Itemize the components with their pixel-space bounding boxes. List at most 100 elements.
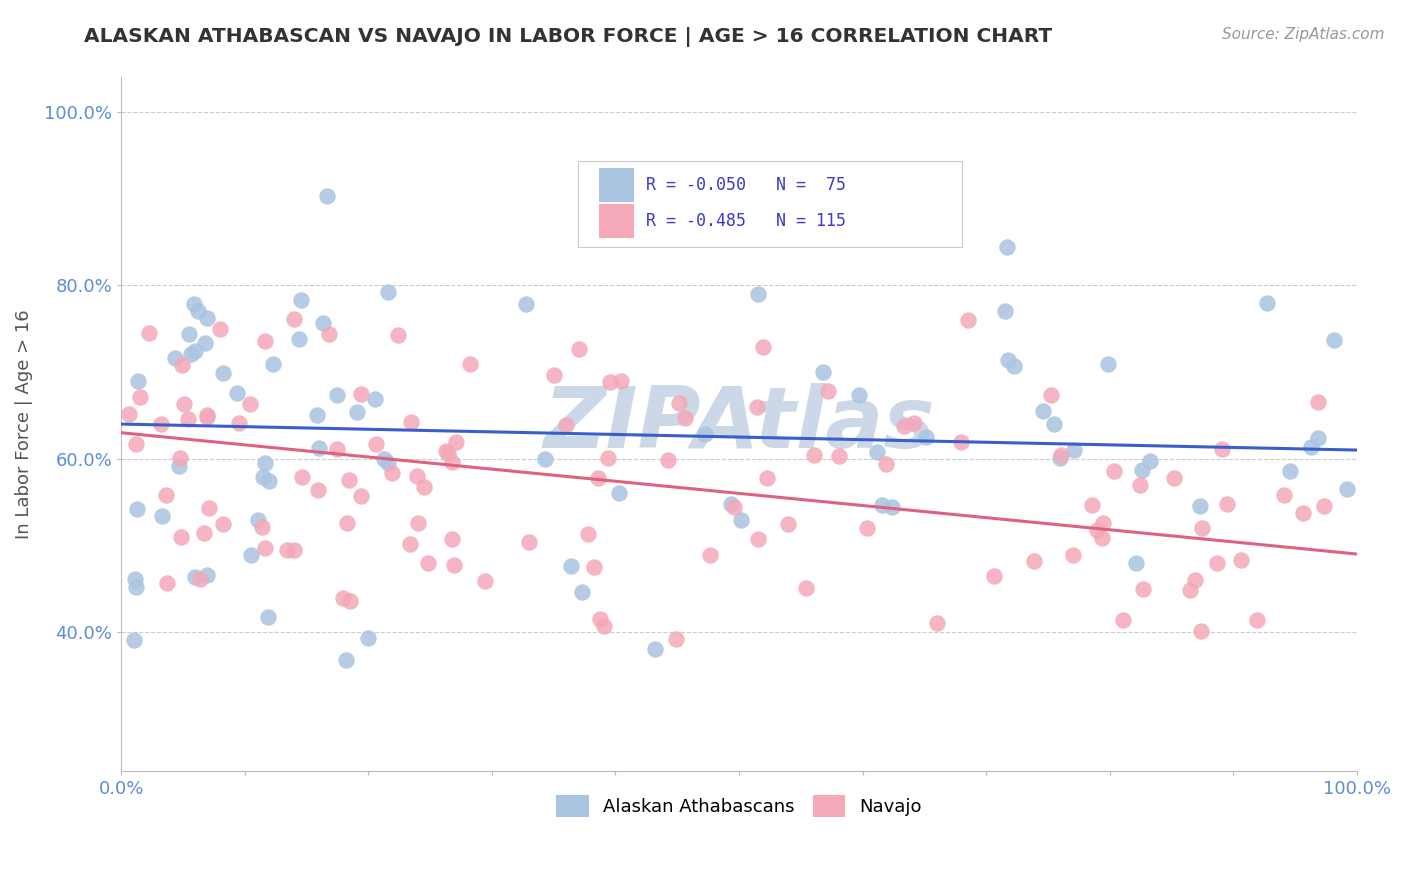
Text: R = -0.050   N =  75: R = -0.050 N = 75 <box>647 176 846 194</box>
Point <box>1081 498 1104 512</box>
Point <box>1049 451 1071 466</box>
Point <box>755 471 778 485</box>
Bar <box>599 204 634 237</box>
Point <box>318 327 340 342</box>
Point <box>1191 520 1213 534</box>
Point <box>568 342 591 356</box>
Point <box>534 451 557 466</box>
Point <box>276 543 298 558</box>
Point <box>1206 556 1229 570</box>
Point <box>350 387 373 401</box>
Point <box>316 189 339 203</box>
Point <box>226 385 249 400</box>
Point <box>1129 477 1152 491</box>
Point <box>1102 464 1125 478</box>
Point <box>307 483 329 497</box>
Point <box>187 304 209 318</box>
Point <box>253 334 276 348</box>
Point <box>1031 404 1053 418</box>
Point <box>1256 296 1278 310</box>
Point <box>458 357 481 371</box>
Point <box>247 513 270 527</box>
Point <box>593 619 616 633</box>
Point <box>1215 497 1237 511</box>
Point <box>387 328 409 343</box>
Point <box>610 374 633 388</box>
Point <box>183 570 205 584</box>
Point <box>336 516 359 531</box>
Point <box>1043 417 1066 431</box>
Point <box>828 449 851 463</box>
Point <box>332 591 354 605</box>
Point <box>239 397 262 411</box>
Point <box>866 445 889 459</box>
Point <box>1308 395 1330 409</box>
Point <box>657 453 679 467</box>
Point <box>1180 582 1202 597</box>
Point <box>198 501 221 516</box>
Point <box>124 632 146 647</box>
Point <box>1189 624 1212 638</box>
Point <box>543 368 565 383</box>
Point <box>283 543 305 558</box>
Point <box>855 521 877 535</box>
Point <box>138 326 160 340</box>
Text: ALASKAN ATHABASCAN VS NAVAJO IN LABOR FORCE | AGE > 16 CORRELATION CHART: ALASKAN ATHABASCAN VS NAVAJO IN LABOR FO… <box>84 27 1053 46</box>
Point <box>254 456 277 470</box>
Point <box>870 498 893 512</box>
Point <box>377 285 399 300</box>
Point <box>150 417 173 431</box>
Point <box>412 480 434 494</box>
Point <box>408 516 430 530</box>
Point <box>288 332 311 346</box>
Point <box>167 458 190 473</box>
Point <box>155 488 177 502</box>
Point <box>875 457 897 471</box>
Point <box>794 581 817 595</box>
Point <box>228 417 250 431</box>
Legend: Alaskan Athabascans, Navajo: Alaskan Athabascans, Navajo <box>548 788 929 824</box>
Point <box>1132 463 1154 477</box>
Point <box>665 632 688 646</box>
Point <box>307 408 329 422</box>
Point <box>337 473 360 487</box>
Point <box>1184 574 1206 588</box>
Point <box>437 446 460 460</box>
Point <box>1125 556 1147 570</box>
Point <box>995 240 1018 254</box>
Point <box>723 500 745 515</box>
Point <box>127 501 149 516</box>
Point <box>441 532 464 546</box>
Point <box>406 469 429 483</box>
Point <box>1097 357 1119 371</box>
FancyBboxPatch shape <box>578 161 962 247</box>
Point <box>571 584 593 599</box>
Point <box>150 508 173 523</box>
Point <box>212 366 235 380</box>
Point <box>188 572 211 586</box>
Point <box>177 327 200 342</box>
Point <box>1230 553 1253 567</box>
Point <box>173 397 195 411</box>
Point <box>517 535 540 549</box>
Point <box>169 450 191 465</box>
Point <box>170 358 193 372</box>
Point <box>1336 482 1358 496</box>
Text: Source: ZipAtlas.com: Source: ZipAtlas.com <box>1222 27 1385 42</box>
Point <box>1299 440 1322 454</box>
Point <box>312 316 335 330</box>
Point <box>399 415 422 429</box>
Point <box>446 435 468 450</box>
Point <box>240 548 263 562</box>
Point <box>515 296 537 310</box>
Point <box>163 351 186 366</box>
Bar <box>599 169 634 202</box>
Text: ZIPAtlas: ZIPAtlas <box>543 383 935 466</box>
Point <box>339 594 361 608</box>
Point <box>1139 453 1161 467</box>
Point <box>364 437 387 451</box>
Point <box>586 471 609 485</box>
Point <box>290 293 312 307</box>
Point <box>893 419 915 434</box>
Point <box>949 435 972 450</box>
